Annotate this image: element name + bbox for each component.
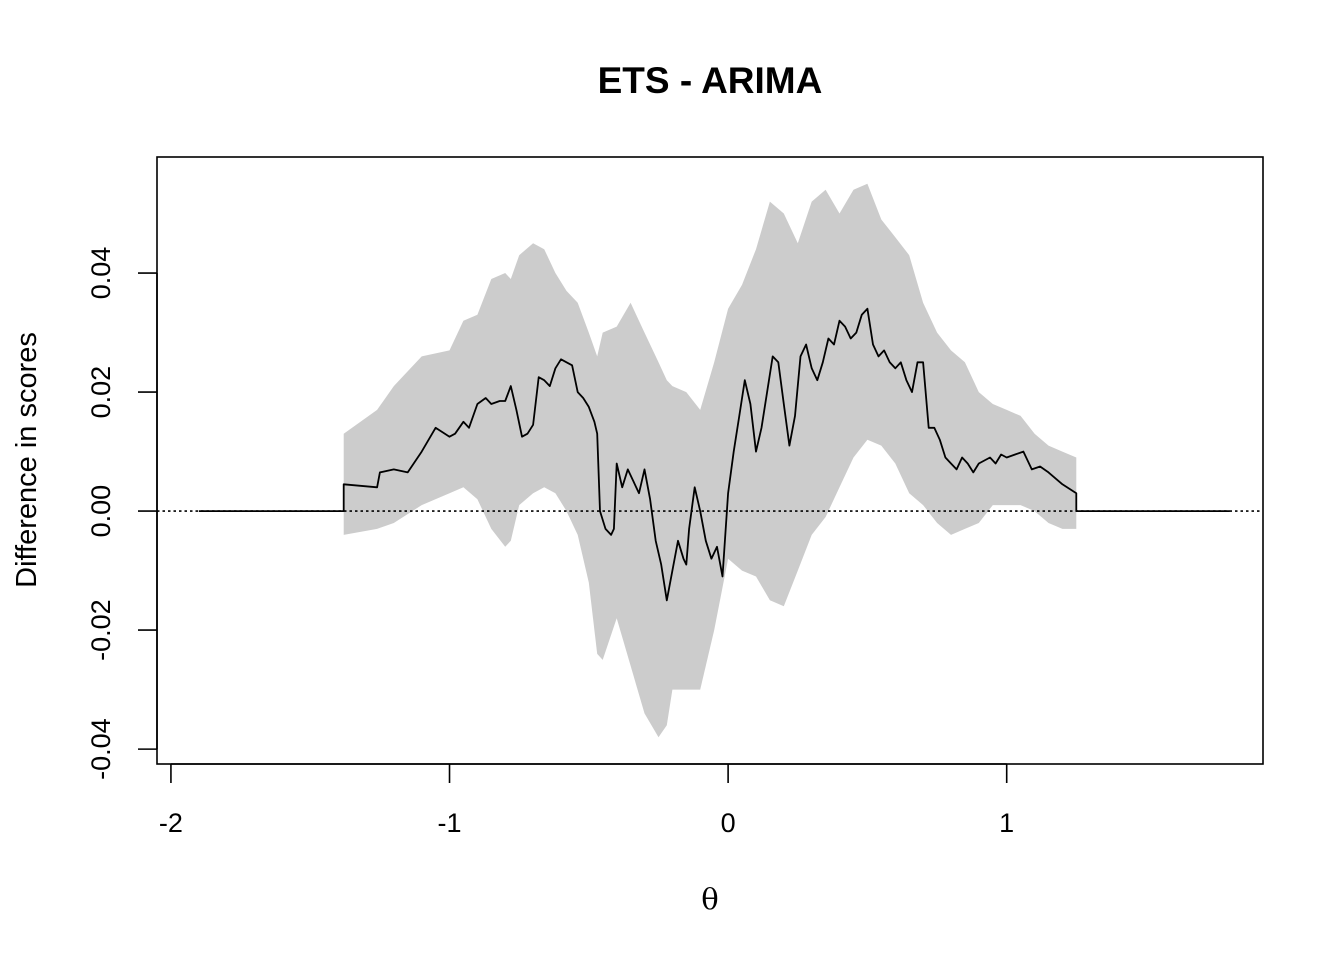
difference-line [198, 307, 1230, 602]
x-axis: -2 -1 0 1 [159, 763, 1014, 838]
y-axis-label: Difference in scores [11, 332, 43, 588]
x-tick-label: 1 [999, 808, 1014, 838]
x-tick-label: 0 [721, 808, 736, 838]
confidence-band [343, 183, 1077, 738]
y-tick-label: 0.04 [86, 247, 116, 300]
x-tick-label: -1 [438, 808, 462, 838]
x-axis-label: θ [701, 882, 718, 916]
plot-area [157, 183, 1263, 738]
y-tick-label: -0.04 [86, 718, 116, 780]
chart-title: ETS - ARIMA [598, 60, 823, 101]
y-axis: -0.04 -0.02 0.00 0.02 0.04 [86, 247, 158, 780]
y-tick-label: 0.02 [86, 366, 116, 419]
x-tick-label: -2 [159, 808, 183, 838]
y-tick-label: 0.00 [86, 485, 116, 538]
y-tick-label: -0.02 [86, 599, 116, 661]
